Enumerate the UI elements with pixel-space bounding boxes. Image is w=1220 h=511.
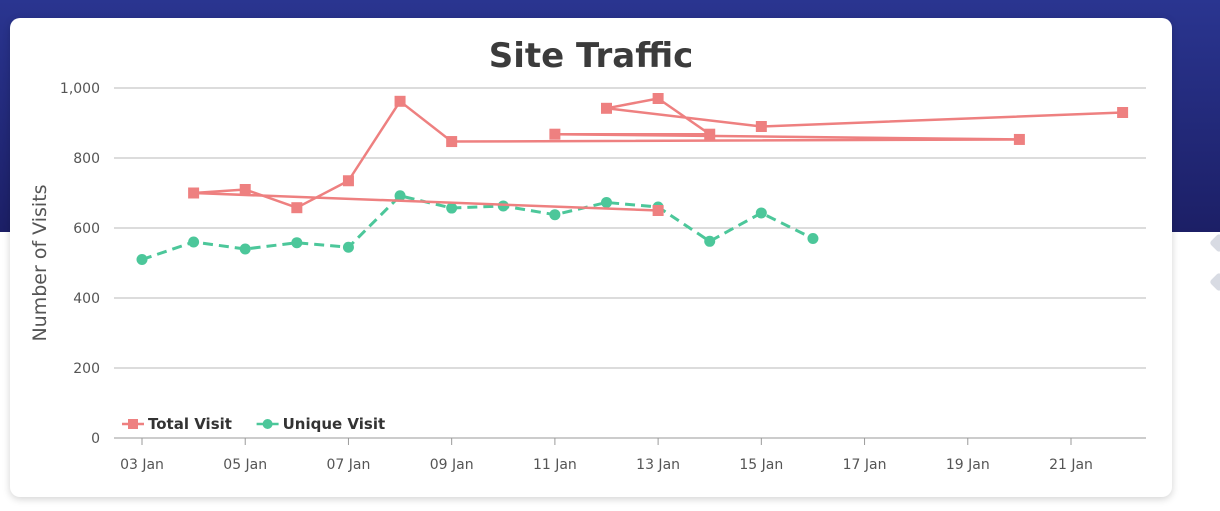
- chart-card: Site Traffic Number of Visits 0 200 400 600…: [10, 18, 1172, 497]
- total-visit-point[interactable]: [1013, 133, 1025, 145]
- unique-visit-point[interactable]: [704, 235, 716, 247]
- total-visit-point[interactable]: [342, 175, 354, 187]
- x-axis-ticks: 03 Jan 05 Jan 07 Jan 09 Jan 11 Jan 13 Jan 15 J…: [120, 438, 1093, 473]
- x-tick-label: 19 Jan: [946, 457, 990, 473]
- y-axis-label: Number of Visits: [29, 184, 51, 341]
- unique-visit-point[interactable]: [394, 190, 406, 202]
- total-visit-point[interactable]: [549, 128, 561, 140]
- x-tick-label: 21 Jan: [1049, 457, 1093, 473]
- unique-visit-point[interactable]: [549, 209, 561, 221]
- unique-visit-point[interactable]: [239, 243, 251, 255]
- x-tick-label: 13 Jan: [636, 457, 680, 473]
- legend-item-unique-visit[interactable]: Unique Visit: [256, 415, 386, 433]
- unique-visit-point[interactable]: [446, 202, 458, 214]
- x-tick-label: 11 Jan: [533, 457, 577, 473]
- y-tick-label: 600: [73, 221, 100, 237]
- total-visit-point[interactable]: [291, 202, 303, 214]
- total-visit-extra-segment: [193, 191, 664, 216]
- y-tick-label: 0: [91, 431, 100, 447]
- y-tick-label: 400: [73, 291, 100, 307]
- total-visit-point[interactable]: [652, 93, 664, 104]
- total-visit-point[interactable]: [755, 121, 767, 132]
- series-total-visit: [188, 93, 1129, 214]
- legend-item-total-visit[interactable]: Total Visit: [122, 415, 232, 433]
- legend: Total Visit Unique Visit: [122, 415, 385, 433]
- legend-square-icon: [128, 419, 138, 429]
- x-tick-label: 05 Jan: [223, 457, 267, 473]
- chart-svg: Site Traffic Number of Visits 0 200 400 600…: [29, 36, 1146, 473]
- legend-label: Unique Visit: [283, 415, 386, 433]
- total-visit-point[interactable]: [704, 128, 716, 140]
- unique-visit-line: [141, 194, 814, 261]
- total-visit-point[interactable]: [652, 205, 664, 216]
- legend-circle-icon: [262, 419, 273, 429]
- y-tick-label: 800: [73, 151, 100, 167]
- unique-visit-point[interactable]: [807, 233, 819, 244]
- x-tick-label: 17 Jan: [843, 457, 887, 473]
- total-visit-point[interactable]: [239, 184, 251, 195]
- chart-title: Site Traffic: [489, 36, 694, 76]
- unique-visit-point[interactable]: [497, 200, 509, 212]
- unique-visit-point[interactable]: [188, 236, 200, 248]
- unique-visit-point[interactable]: [136, 254, 148, 265]
- total-visit-point[interactable]: [446, 136, 458, 148]
- x-tick-label: 03 Jan: [120, 457, 164, 473]
- series-layer: [136, 93, 1129, 265]
- total-visit-point[interactable]: [601, 102, 612, 114]
- total-visit-point[interactable]: [1117, 107, 1129, 118]
- total-visit-point[interactable]: [394, 95, 406, 107]
- y-tick-label: 200: [73, 361, 100, 377]
- legend-label: Total Visit: [148, 415, 232, 433]
- x-tick-label: 09 Jan: [430, 457, 474, 473]
- y-axis-ticks: 0 200 400 600 800 1,000: [60, 81, 100, 447]
- x-tick-label: 07 Jan: [327, 457, 371, 473]
- unique-visit-point[interactable]: [291, 237, 303, 249]
- unique-visit-point[interactable]: [342, 241, 354, 253]
- grid-lines: [114, 87, 1146, 369]
- x-tick-label: 15 Jan: [739, 457, 783, 473]
- y-tick-label: 1,000: [60, 81, 100, 97]
- total-visit-line: [193, 97, 1123, 209]
- total-visit-extra-line: [193, 191, 659, 212]
- unique-visit-point[interactable]: [755, 207, 767, 219]
- unique-visit-point[interactable]: [601, 196, 612, 208]
